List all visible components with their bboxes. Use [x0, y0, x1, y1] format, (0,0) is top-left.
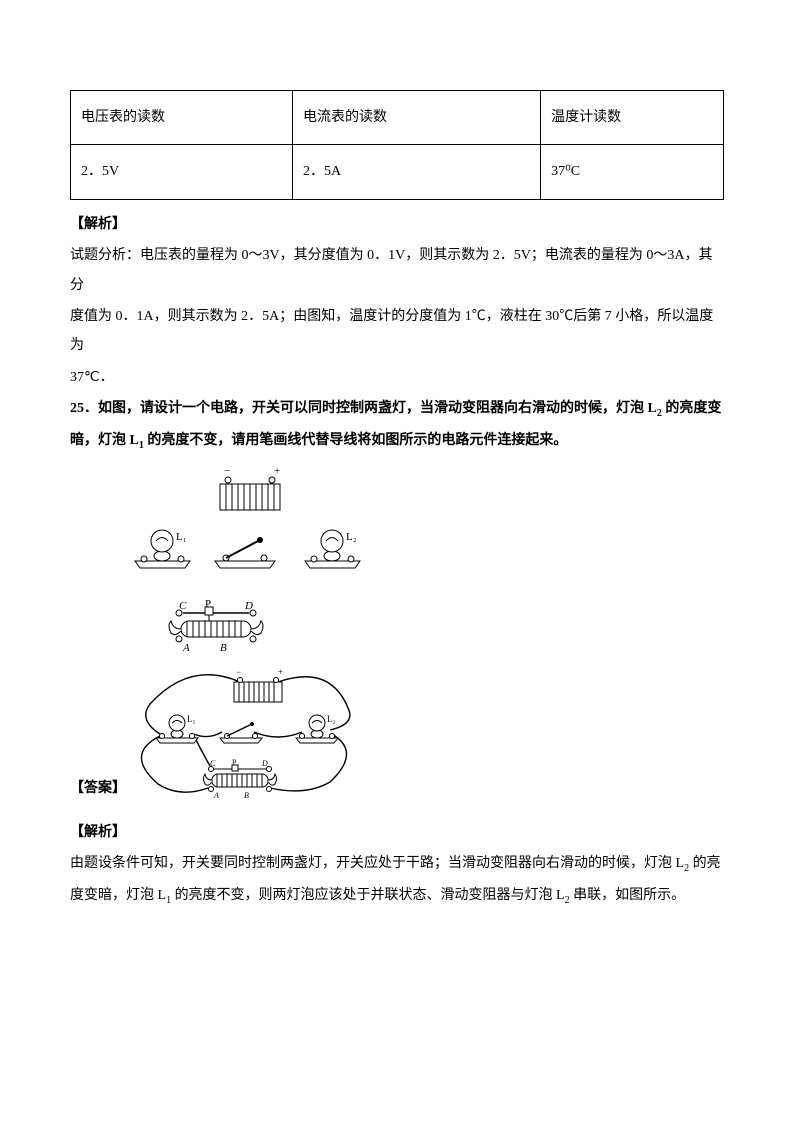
analysis-line: 试题分析：电压表的量程为 0～3V，其分度值为 0．1V，则其示数为 2．5V；…	[70, 241, 724, 300]
text: 由题设条件可知，开关要同时控制两盏灯，开关应处于干路；当滑动变阻器向右滑动的时候…	[70, 856, 684, 871]
q25-text: 暗，灯泡 L	[70, 433, 139, 448]
text: 的亮度不变，则两灯泡应该处于并联状态、滑动变阻器与灯泡 L	[171, 888, 565, 903]
q25-line2: 暗，灯泡 L1 的亮度不变，请用笔画线代替导线将如图所示的电路元件连接起来。	[70, 426, 724, 456]
svg-text:L₁: L₁	[187, 714, 196, 724]
analysis-line: 度值为 0．1A，则其示数为 2．5A；由图知，温度计的分度值为 1℃，液柱在 …	[70, 302, 724, 361]
rheostat-icon: C P D A B	[204, 758, 277, 800]
svg-text:L₂: L₂	[346, 531, 357, 543]
analysis2-label: 【解析】	[70, 818, 724, 847]
svg-text:B: B	[220, 642, 227, 654]
bulb-l1-icon: L₁	[135, 530, 190, 568]
cell-header-voltage: 电压表的读数	[71, 91, 293, 145]
q25-text: 如图，请设计一个电路，开关可以同时控制两盏灯，当滑动变阻器向右滑动的时候，灯泡 …	[98, 401, 657, 416]
bulb-l2-icon: L₂	[296, 714, 338, 743]
table-row: 2．5V 2．5A 37⁰C	[71, 145, 724, 199]
table-row: 电压表的读数 电流表的读数 温度计读数	[71, 91, 724, 145]
svg-text:−: −	[224, 466, 230, 477]
cell-value-voltage: 2．5V	[71, 145, 293, 199]
answer-label: 【答案】	[70, 774, 126, 803]
cell-header-current: 电流表的读数	[293, 91, 541, 145]
svg-text:L₁: L₁	[176, 531, 187, 543]
svg-text:D: D	[261, 759, 268, 768]
answer-row: 【答案】 −+	[70, 664, 724, 804]
circuit-figure-1: − + L₁	[130, 466, 724, 656]
bulb-l2-icon: L₂	[305, 530, 360, 568]
analysis-line: 37℃．	[70, 363, 724, 392]
battery-icon: − +	[220, 466, 280, 510]
cell-value-temp: 37⁰C	[541, 145, 724, 199]
svg-text:L₂: L₂	[327, 714, 336, 724]
svg-text:+: +	[274, 466, 280, 477]
svg-text:A: A	[213, 791, 219, 800]
svg-text:A: A	[182, 642, 190, 654]
q25-number: 25．	[70, 401, 98, 416]
circuit-svg-1: − + L₁	[130, 466, 430, 656]
bulb-l1-icon: L₁	[156, 714, 198, 743]
readings-table: 电压表的读数 电流表的读数 温度计读数 2．5V 2．5A 37⁰C	[70, 90, 724, 200]
q25-line1: 25．如图，请设计一个电路，开关可以同时控制两盏灯，当滑动变阻器向右滑动的时候，…	[70, 394, 724, 424]
cell-value-current: 2．5A	[293, 145, 541, 199]
text: 的亮	[689, 856, 721, 871]
svg-text:+: +	[278, 667, 283, 677]
page-content: 电压表的读数 电流表的读数 温度计读数 2．5V 2．5A 37⁰C 【解析】 …	[0, 0, 794, 973]
analysis2-line: 由题设条件可知，开关要同时控制两盏灯，开关应处于干路；当滑动变阻器向右滑动的时候…	[70, 849, 724, 879]
switch-icon	[215, 537, 275, 568]
text: 串联，如图所示。	[570, 888, 686, 903]
q25-text: 的亮度变	[662, 401, 722, 416]
circuit-svg-2: −+ L₁	[130, 664, 370, 804]
q25-text: 的亮度不变，请用笔画线代替导线将如图所示的电路元件连接起来。	[144, 433, 568, 448]
rheostat-icon: C P D A B	[169, 598, 263, 654]
svg-text:B: B	[244, 791, 249, 800]
battery-icon: −+	[234, 667, 283, 702]
analysis2-line: 度变暗，灯泡 L1 的亮度不变，则两灯泡应该处于并联状态、滑动变阻器与灯泡 L2…	[70, 881, 724, 911]
svg-text:−: −	[236, 667, 241, 677]
cell-header-temp: 温度计读数	[541, 91, 724, 145]
text: 度变暗，灯泡 L	[70, 888, 166, 903]
analysis-label: 【解析】	[70, 210, 724, 239]
